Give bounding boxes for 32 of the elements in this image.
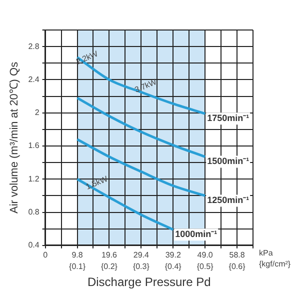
y-tick-label: 0.4 bbox=[28, 240, 40, 250]
x-tick-label: 0 bbox=[43, 250, 48, 260]
x2-tick-label: {0.5} bbox=[196, 262, 214, 272]
x-tick-label: 49.0 bbox=[197, 250, 214, 260]
y-tick-label: 0.8 bbox=[28, 207, 40, 216]
y-tick-label: 2.8 bbox=[28, 42, 40, 51]
x2-tick-label: {0.2} bbox=[100, 262, 118, 272]
series-label: 1500min⁻¹ bbox=[207, 156, 250, 166]
x2-tick-label: {0.4} bbox=[164, 262, 182, 272]
x-tick-label: 39.2 bbox=[165, 250, 182, 260]
y-axis-title: Air volume (m³/min at 20℃) Qs bbox=[8, 61, 21, 214]
line-series bbox=[76, 178, 174, 231]
line-series bbox=[76, 96, 206, 158]
x-tick-label: 58.8 bbox=[229, 250, 246, 260]
x2-tick-label: {0.3} bbox=[132, 262, 150, 272]
x-tick-label: 19.6 bbox=[101, 250, 118, 260]
x-tick-label: 29.4 bbox=[133, 250, 150, 260]
x2-tick-label: {0.6} bbox=[228, 262, 246, 272]
x-tick-label: 9.8 bbox=[72, 250, 84, 260]
x-axis-title: Discharge Pressure Pd bbox=[87, 275, 211, 290]
text: {kgf/cm²} bbox=[259, 260, 291, 269]
y-tick-label: 2 bbox=[34, 108, 40, 118]
y-tick-label: 1.2 bbox=[28, 174, 40, 184]
x2-tick-label: {0.1} bbox=[69, 262, 86, 272]
y-tick-label: 1.6 bbox=[28, 141, 40, 150]
series-label: 1000min⁻¹ bbox=[175, 229, 218, 240]
annotation: 3.7kW bbox=[133, 77, 158, 95]
line-series bbox=[76, 138, 206, 197]
series-label: 1250min⁻¹ bbox=[207, 195, 250, 206]
text: kPa bbox=[259, 248, 274, 258]
series-label: 1750min⁻¹ bbox=[207, 113, 250, 124]
y-tick-label: 2.4 bbox=[28, 74, 40, 84]
